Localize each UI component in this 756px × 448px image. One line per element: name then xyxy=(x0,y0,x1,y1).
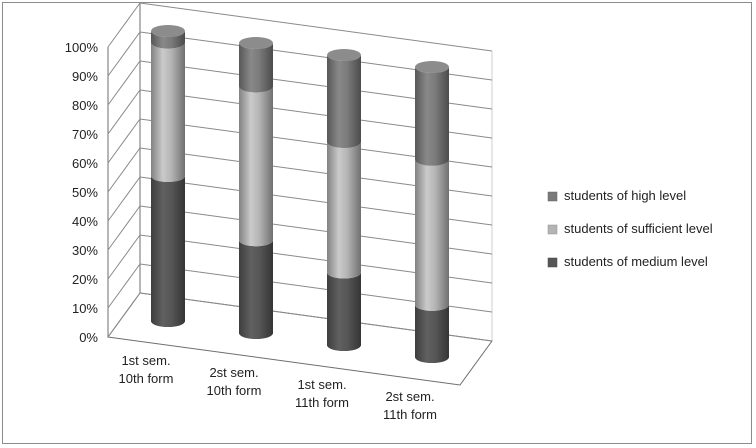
legend-swatch xyxy=(548,258,557,267)
y-tick-label: 90% xyxy=(72,69,98,84)
cylinder-top xyxy=(239,37,273,49)
gridline-back xyxy=(140,3,492,51)
bar-segment xyxy=(239,240,273,339)
x-category-label: 2st sem. xyxy=(385,389,434,404)
bar-segment xyxy=(415,305,449,363)
y-tick-label: 100% xyxy=(65,40,99,55)
gridline-side xyxy=(108,177,140,221)
y-tick-label: 50% xyxy=(72,185,98,200)
gridline-side xyxy=(108,235,140,279)
legend-label: students of high level xyxy=(564,188,686,203)
cylinder-top xyxy=(151,25,185,37)
gridline-side xyxy=(108,61,140,105)
bar-segment xyxy=(415,160,449,311)
x-category-label: 10th form xyxy=(207,383,262,398)
gridline-side xyxy=(108,206,140,250)
y-tick-label: 30% xyxy=(72,243,98,258)
x-category-label: 1st sem. xyxy=(121,353,170,368)
gridline-side xyxy=(108,119,140,163)
bar-segment xyxy=(327,55,361,148)
x-category-label: 1st sem. xyxy=(297,377,346,392)
x-category-label: 2st sem. xyxy=(209,365,258,380)
legend-swatch xyxy=(548,225,557,234)
gridline-side xyxy=(108,32,140,76)
y-tick-label: 0% xyxy=(79,330,98,345)
y-tick-label: 10% xyxy=(72,301,98,316)
bar-segment xyxy=(415,67,449,166)
legend-swatch xyxy=(548,192,557,201)
y-tick-label: 40% xyxy=(72,214,98,229)
bar-segment xyxy=(239,87,273,247)
y-tick-label: 20% xyxy=(72,272,98,287)
x-category-label: 11th form xyxy=(295,395,349,410)
legend-label: students of sufficient level xyxy=(564,221,713,236)
cylinder-top xyxy=(327,49,361,61)
x-category-label: 11th form xyxy=(383,407,437,422)
bar-segment xyxy=(151,43,185,182)
y-tick-label: 60% xyxy=(72,156,98,171)
legend-label: students of medium level xyxy=(564,254,708,269)
bar-segment xyxy=(151,176,185,327)
x-category-label: 10th form xyxy=(119,371,174,386)
y-tick-label: 70% xyxy=(72,127,98,142)
cylinder-top xyxy=(415,61,449,73)
gridline-side xyxy=(108,148,140,192)
bar-segment xyxy=(327,273,361,352)
gridline-side xyxy=(108,90,140,134)
y-tick-label: 80% xyxy=(72,98,98,113)
bar-segment xyxy=(327,142,361,279)
gridline-side xyxy=(108,3,140,47)
bar-segment xyxy=(239,43,273,93)
